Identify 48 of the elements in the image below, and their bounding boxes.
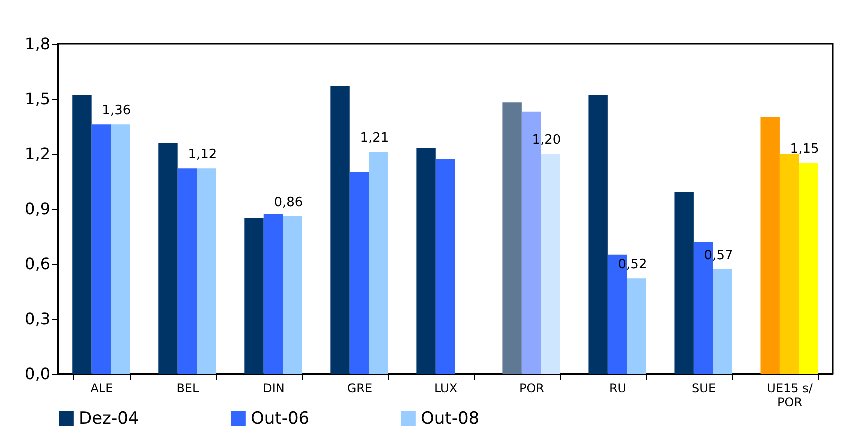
data-label: 1,36 xyxy=(102,104,132,119)
data-label: 1,20 xyxy=(532,133,562,148)
y-tick-label: 0,9 xyxy=(25,200,50,218)
x-tick-label: RU xyxy=(609,382,627,396)
bar xyxy=(92,124,112,374)
bar xyxy=(416,148,436,374)
bar xyxy=(541,154,560,374)
data-label: 1,21 xyxy=(360,131,390,146)
bar xyxy=(760,117,780,374)
y-tick-label: 1,2 xyxy=(25,144,50,164)
bar xyxy=(283,216,302,374)
x-tick-label: GRE xyxy=(347,382,373,396)
legend-label: Dez-04 xyxy=(79,408,140,429)
x-tick-label: ALE xyxy=(90,382,114,396)
x-tick-label: DIN xyxy=(263,382,285,396)
x-tick-label: POR xyxy=(520,382,545,396)
bar xyxy=(158,143,178,374)
bar xyxy=(264,214,284,374)
bar xyxy=(436,160,456,374)
bar xyxy=(588,95,608,374)
bar xyxy=(369,152,388,374)
x-tick-label: BEL xyxy=(176,382,200,396)
y-tick-label: 0,0 xyxy=(25,364,50,384)
bar xyxy=(674,192,694,374)
x-tick-label: UE15 s/ POR xyxy=(767,382,814,410)
y-tick-label: 0,6 xyxy=(25,254,50,274)
bar xyxy=(178,168,198,374)
data-label: 1,12 xyxy=(188,148,218,163)
y-tick-label: 0,3 xyxy=(25,310,50,328)
bar xyxy=(799,163,818,374)
bar xyxy=(330,86,350,374)
legend-label: Out-06 xyxy=(251,408,310,429)
bar xyxy=(627,278,646,374)
x-tick-label: LUX xyxy=(434,382,458,396)
x-tick-label: SUE xyxy=(692,382,716,396)
bar xyxy=(713,270,732,374)
y-tick-label: 1,8 xyxy=(25,34,50,54)
bar xyxy=(502,102,522,374)
bar xyxy=(350,172,370,374)
bar xyxy=(780,154,800,374)
bar xyxy=(244,218,264,374)
bar xyxy=(72,95,92,374)
bar xyxy=(197,168,216,374)
y-tick-label: 1,5 xyxy=(25,90,50,108)
data-label: 0,86 xyxy=(274,195,304,210)
bar xyxy=(111,124,130,374)
data-label: 1,15 xyxy=(790,142,820,158)
legend-label: Out-08 xyxy=(421,408,480,429)
